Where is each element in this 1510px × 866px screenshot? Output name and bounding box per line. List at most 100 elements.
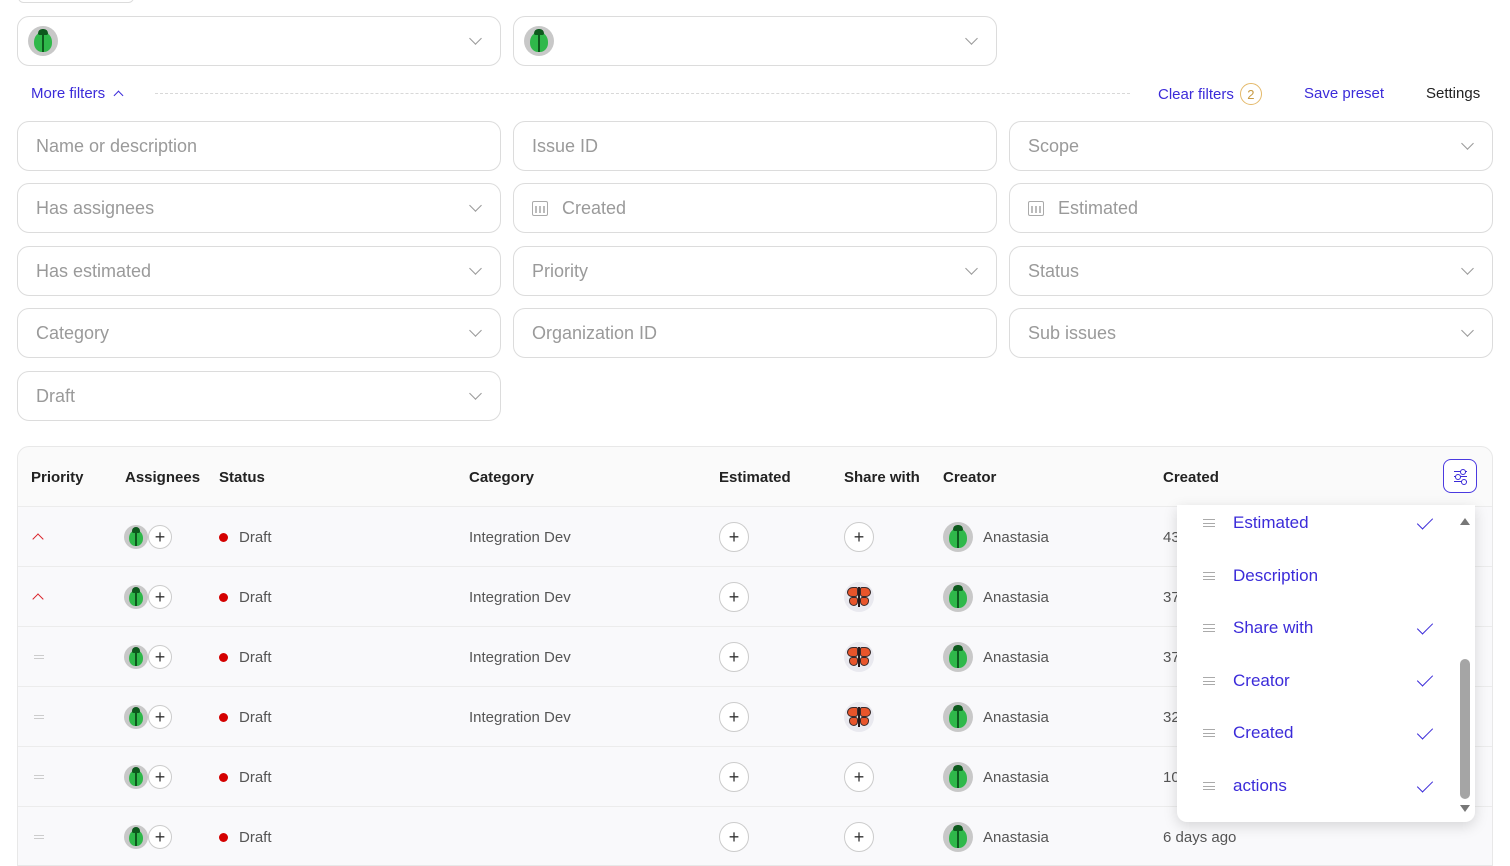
priority-cell[interactable] — [34, 807, 44, 865]
drag-handle-icon[interactable] — [1203, 729, 1215, 738]
check-icon — [1416, 723, 1434, 740]
drag-handle-icon[interactable] — [1203, 676, 1215, 685]
header-estimated[interactable]: Estimated — [719, 469, 791, 486]
check-icon — [1416, 670, 1434, 687]
status-select[interactable]: Status — [1009, 246, 1493, 296]
header-creator[interactable]: Creator — [943, 469, 997, 486]
header-priority[interactable]: Priority — [31, 469, 84, 486]
estimated-cell: + — [719, 567, 749, 627]
organization-id-input[interactable]: Organization ID — [513, 308, 997, 358]
priority-cell[interactable] — [32, 567, 44, 627]
has-assignees-placeholder: Has assignees — [36, 197, 155, 218]
priority-cell[interactable] — [34, 687, 44, 747]
estimated-date-input[interactable]: Estimated — [1009, 183, 1493, 233]
column-toggle-item[interactable]: Share with — [1177, 608, 1457, 648]
assignees-cell: + — [124, 627, 172, 687]
priority-cell[interactable] — [32, 507, 44, 567]
header-assignees[interactable]: Assignees — [125, 469, 201, 486]
plus-icon[interactable]: + — [719, 702, 749, 732]
plus-icon[interactable]: + — [719, 642, 749, 672]
priority-cell[interactable] — [34, 747, 44, 807]
calendar-icon — [1028, 200, 1044, 216]
plus-icon[interactable]: + — [719, 522, 749, 552]
estimated-placeholder: Estimated — [1058, 197, 1139, 218]
plus-icon[interactable]: + — [148, 645, 172, 669]
created-cell: 6 days ago — [1163, 828, 1237, 846]
calendar-icon — [532, 200, 548, 216]
check-icon — [1416, 775, 1434, 793]
column-toggle-item[interactable]: Description — [1177, 556, 1457, 596]
column-toggle-item[interactable]: actions — [1177, 766, 1457, 806]
plus-icon[interactable]: + — [844, 762, 874, 792]
plus-icon[interactable]: + — [148, 825, 172, 849]
bug-avatar-icon — [943, 822, 973, 852]
created-cell: 10 — [1163, 768, 1180, 786]
column-settings-button[interactable] — [1443, 459, 1477, 493]
assignee-select-2[interactable] — [513, 16, 997, 66]
drag-handle-icon[interactable] — [1203, 571, 1215, 580]
has-assignees-select[interactable]: Has assignees — [17, 183, 501, 233]
plus-icon[interactable]: + — [844, 822, 874, 852]
name-description-input[interactable]: Name or description — [17, 121, 501, 171]
plus-icon[interactable]: + — [148, 585, 172, 609]
settings-button[interactable]: Settings — [1426, 85, 1481, 102]
sub-issues-select[interactable]: Sub issues — [1009, 308, 1493, 358]
header-status[interactable]: Status — [219, 469, 265, 486]
column-toggle-label: actions — [1233, 776, 1287, 795]
category-select[interactable]: Category — [17, 308, 501, 358]
bug-avatar-icon — [943, 582, 973, 612]
plus-icon[interactable]: + — [719, 762, 749, 792]
category-cell: Integration Dev — [469, 588, 571, 606]
status-cell: Draft — [219, 627, 272, 687]
column-toggle-item[interactable]: Estimated — [1177, 505, 1457, 543]
status-dot — [219, 772, 228, 782]
scroll-down-arrow[interactable] — [1460, 805, 1470, 812]
status-cell: Draft — [219, 807, 272, 865]
status-dot — [219, 652, 228, 662]
more-filters-toggle[interactable]: More filters — [31, 85, 124, 102]
scrollbar-thumb[interactable] — [1460, 659, 1470, 799]
priority-high-icon — [32, 533, 44, 545]
header-created[interactable]: Created — [1163, 469, 1219, 486]
has-estimated-select[interactable]: Has estimated — [17, 246, 501, 296]
drag-handle-icon[interactable] — [1203, 782, 1215, 790]
plus-icon[interactable]: + — [148, 525, 172, 549]
created-date-input[interactable]: Created — [513, 183, 997, 233]
drag-handle-icon[interactable] — [1203, 624, 1215, 633]
butterfly-avatar-icon — [844, 582, 874, 612]
assignees-cell: + — [124, 807, 172, 865]
plus-icon[interactable]: + — [719, 582, 749, 612]
created-placeholder: Created — [562, 197, 627, 218]
category-cell: Integration Dev — [469, 708, 571, 726]
assignee-select-1[interactable] — [17, 16, 501, 66]
chevron-up-icon — [113, 90, 124, 101]
priority-placeholder: Priority — [532, 260, 589, 281]
bug-avatar-icon — [524, 26, 554, 56]
plus-icon[interactable]: + — [844, 522, 874, 552]
scroll-up-arrow[interactable] — [1460, 518, 1470, 525]
draft-select[interactable]: Draft — [17, 371, 501, 421]
issue-id-input[interactable]: Issue ID — [513, 121, 997, 171]
clear-filters-button[interactable]: Clear filters 2 — [1158, 83, 1262, 105]
column-toggle-item[interactable]: Created — [1177, 713, 1457, 753]
priority-select[interactable]: Priority — [513, 246, 997, 296]
creator-name: Anastasia — [983, 648, 1049, 666]
butterfly-avatar-icon — [844, 642, 874, 672]
drag-handle-icon[interactable] — [1203, 519, 1215, 527]
plus-icon[interactable]: + — [148, 765, 172, 789]
share-with-cell — [844, 627, 874, 687]
bug-avatar-icon — [124, 585, 148, 609]
header-share-with[interactable]: Share with — [844, 469, 920, 486]
plus-icon[interactable]: + — [719, 822, 749, 852]
header-category[interactable]: Category — [469, 469, 535, 486]
share-with-cell: + — [844, 807, 874, 865]
plus-icon[interactable]: + — [148, 705, 172, 729]
scope-select[interactable]: Scope — [1009, 121, 1493, 171]
category-cell: Integration Dev — [469, 528, 571, 546]
status-cell: Draft — [219, 507, 272, 567]
save-preset-button[interactable]: Save preset — [1304, 85, 1385, 102]
priority-cell[interactable] — [34, 627, 44, 687]
column-toggle-item[interactable]: Creator — [1177, 661, 1457, 701]
creator-name: Anastasia — [983, 828, 1049, 846]
assignees-cell: + — [124, 567, 172, 627]
